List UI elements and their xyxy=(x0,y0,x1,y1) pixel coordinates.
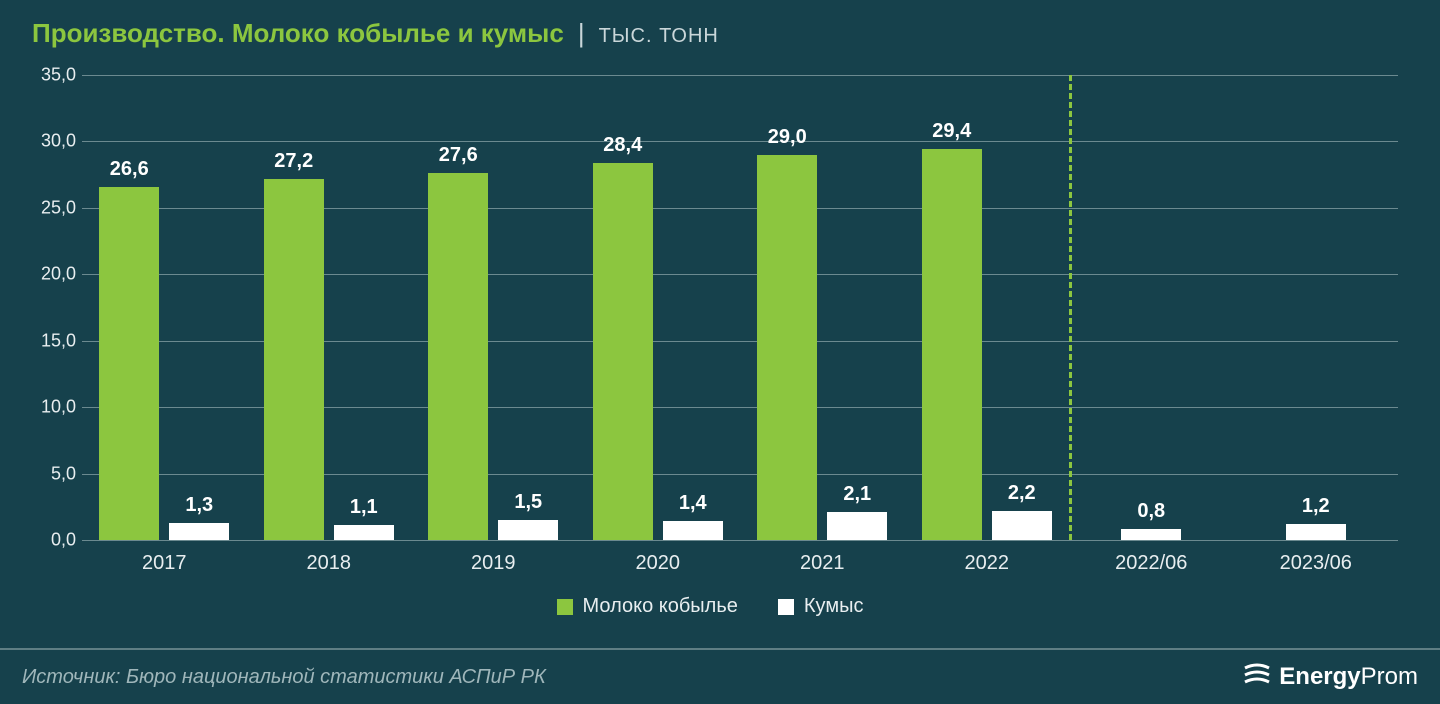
y-tick-label: 10,0 xyxy=(32,397,76,418)
brand-bold: Energy xyxy=(1279,663,1360,690)
y-tick-label: 20,0 xyxy=(32,264,76,285)
bar: 29,0 xyxy=(757,155,817,540)
chart-area: 0,05,010,015,020,025,030,035,026,61,3201… xyxy=(32,75,1408,580)
y-tick-label: 25,0 xyxy=(32,197,76,218)
period-divider xyxy=(1069,75,1072,540)
bar: 1,2 xyxy=(1286,524,1346,540)
x-tick-label: 2020 xyxy=(636,552,681,575)
x-tick-label: 2017 xyxy=(142,552,187,575)
bar: 1,4 xyxy=(663,521,723,540)
x-tick-label: 2021 xyxy=(800,552,845,575)
bar-group: 29,4 2,2 xyxy=(917,149,1057,540)
bar: 29,4 xyxy=(922,149,982,540)
gridline xyxy=(82,75,1398,76)
y-tick-label: 35,0 xyxy=(32,65,76,86)
chart-title: Производство. Молоко кобылье и кумыс xyxy=(32,18,564,49)
bar-group: 27,6 1,5 xyxy=(423,173,563,540)
chart-legend: Молоко кобылье Кумыс xyxy=(0,595,1420,618)
bar-value-label: 1,1 xyxy=(350,496,378,519)
legend-item-kumys: Кумыс xyxy=(778,595,864,618)
y-tick-label: 30,0 xyxy=(32,131,76,152)
legend-swatch-icon xyxy=(557,599,573,615)
bar-value-label: 27,6 xyxy=(439,144,478,167)
bar: 1,3 xyxy=(169,523,229,540)
plot-region: 0,05,010,015,020,025,030,035,026,61,3201… xyxy=(82,75,1398,540)
chart-subtitle: ТЫС. ТОНН xyxy=(599,25,719,48)
bar: 1,1 xyxy=(334,525,394,540)
bar: 27,6 xyxy=(428,173,488,540)
bar: 27,2 xyxy=(264,179,324,540)
bar-value-label: 1,3 xyxy=(185,494,213,517)
bar: 26,6 xyxy=(99,187,159,540)
legend-swatch-icon xyxy=(778,599,794,615)
bar: 0,8 xyxy=(1121,529,1181,540)
bar-value-label: 1,4 xyxy=(679,492,707,515)
bar-value-label: 29,0 xyxy=(768,126,807,149)
bar: 2,2 xyxy=(992,511,1052,540)
x-tick-label: 2019 xyxy=(471,552,516,575)
gridline xyxy=(82,540,1398,541)
x-tick-label: 2022/06 xyxy=(1115,552,1187,575)
chart-header: Производство. Молоко кобылье и кумыс | Т… xyxy=(0,0,1440,59)
x-tick-label: 2022 xyxy=(965,552,1010,575)
bar: 28,4 xyxy=(593,163,653,540)
bar-value-label: 1,5 xyxy=(514,491,542,514)
bar-value-label: 2,1 xyxy=(843,483,871,506)
bar-value-label: 27,2 xyxy=(274,150,313,173)
brand-thin: Prom xyxy=(1361,663,1418,690)
y-tick-label: 5,0 xyxy=(32,463,76,484)
bar-value-label: 29,4 xyxy=(932,120,971,143)
y-tick-label: 15,0 xyxy=(32,330,76,351)
gridline xyxy=(82,141,1398,142)
bar-group: 28,4 1,4 xyxy=(588,163,728,540)
legend-label: Молоко кобылье xyxy=(583,595,738,618)
title-separator: | xyxy=(578,18,585,49)
source-text: Источник: Бюро национальной статистики А… xyxy=(22,666,546,689)
x-tick-label: 2023/06 xyxy=(1280,552,1352,575)
legend-item-moloko: Молоко кобылье xyxy=(557,595,738,618)
bar-group: 0,8 xyxy=(1081,529,1221,540)
bar-value-label: 2,2 xyxy=(1008,482,1036,505)
brand-text: EnergyProm xyxy=(1279,663,1418,691)
legend-label: Кумыс xyxy=(804,595,864,618)
brand-logo: EnergyProm xyxy=(1243,662,1418,693)
brand-icon xyxy=(1243,662,1271,693)
x-tick-label: 2018 xyxy=(307,552,352,575)
bar-value-label: 26,6 xyxy=(110,158,149,181)
bar-value-label: 0,8 xyxy=(1137,500,1165,523)
footer: Источник: Бюро национальной статистики А… xyxy=(0,648,1440,704)
bar: 1,5 xyxy=(498,520,558,540)
y-tick-label: 0,0 xyxy=(32,530,76,551)
bar-group: 1,2 xyxy=(1246,524,1386,540)
bar-group: 26,6 1,3 xyxy=(94,187,234,540)
bar-value-label: 1,2 xyxy=(1302,495,1330,518)
bar-group: 27,2 1,1 xyxy=(259,179,399,540)
bar-value-label: 28,4 xyxy=(603,134,642,157)
bar: 2,1 xyxy=(827,512,887,540)
bar-group: 29,0 2,1 xyxy=(752,155,892,540)
